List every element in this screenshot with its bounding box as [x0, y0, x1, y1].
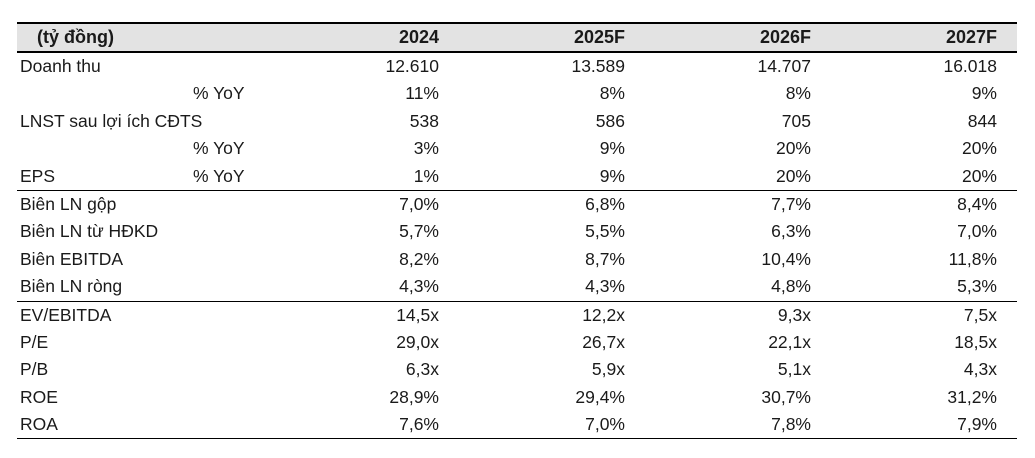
value-2027f: 8,4% [957, 193, 997, 214]
row-label: EPS [20, 165, 56, 186]
table-row: EPS % YoY 1% 9% 20% 20% [17, 163, 1017, 191]
value-2026f: 7,8% [771, 414, 811, 435]
value-2024: 1% [413, 165, 439, 186]
table-row: ROE 28,9% 29,4% 30,7% 31,2% [17, 384, 1017, 411]
value-2027f: 18,5x [954, 331, 997, 352]
financial-forecast-table: (tỷ đồng) 2024 2025F 2026F 2027F Doanh t… [17, 22, 1017, 440]
value-2025f: 5,5% [585, 221, 625, 242]
year-2025f-header: 2025F [573, 27, 625, 47]
value-2027f: 16.018 [943, 56, 997, 76]
value-2026f: 7,7% [771, 193, 811, 214]
row-label: P/B [20, 359, 49, 380]
row-label: Biên LN từ HĐKD [20, 221, 159, 242]
value-2024: 11% [405, 83, 439, 104]
value-2024: 12.610 [385, 56, 439, 76]
table-row: Biên LN từ HĐKD 5,7% 5,5% 6,3% 7,0% [17, 218, 1017, 245]
row-sublabel: % YoY [193, 83, 245, 104]
row-sublabel: % YoY [193, 165, 245, 186]
table-row: Biên LN gộp 7,0% 6,8% 7,7% 8,4% [17, 191, 1017, 218]
row-label: Biên EBITDA [20, 248, 124, 269]
value-2026f: 9,3x [777, 304, 811, 325]
value-2025f: 8,7% [585, 248, 625, 269]
value-2024: 29,0x [396, 331, 439, 352]
unit-label: (tỷ đồng) [37, 27, 114, 47]
value-2026f: 20% [775, 138, 811, 159]
value-2027f: 844 [967, 110, 997, 131]
value-2026f: 4,8% [771, 276, 811, 297]
value-2026f: 6,3% [771, 221, 811, 242]
value-2025f: 29,4% [575, 386, 625, 407]
value-2026f: 10,4% [761, 248, 811, 269]
value-2025f: 586 [595, 110, 625, 131]
value-2024: 5,7% [399, 221, 439, 242]
year-2024-header: 2024 [398, 27, 439, 47]
year-2026f-header: 2026F [759, 27, 811, 47]
table-row: ROA 7,6% 7,0% 7,8% 7,9% [17, 411, 1017, 440]
value-2025f: 6,8% [585, 193, 625, 214]
value-2025f: 5,9x [591, 359, 625, 380]
table-row: LNST sau lợi ích CĐTS 538 586 705 844 [17, 108, 1017, 135]
value-2027f: 11,8% [948, 248, 997, 269]
value-2027f: 4,3x [963, 359, 997, 380]
table-row: Biên LN ròng 4,3% 4,3% 4,8% 5,3% [17, 273, 1017, 302]
value-2027f: 7,0% [957, 221, 997, 242]
value-2027f: 9% [971, 83, 997, 104]
value-2026f: 5,1x [777, 359, 811, 380]
row-sublabel: % YoY [193, 138, 245, 159]
value-2024: 8,2% [399, 248, 439, 269]
table-row: % YoY 3% 9% 20% 20% [17, 135, 1017, 162]
value-2027f: 20% [961, 165, 997, 186]
row-label: ROE [20, 386, 58, 407]
value-2027f: 5,3% [957, 276, 997, 297]
value-2025f: 4,3% [585, 276, 625, 297]
value-2024: 6,3x [405, 359, 439, 380]
year-2027f-header: 2027F [945, 27, 997, 47]
value-2026f: 22,1x [768, 331, 811, 352]
table-row: P/E 29,0x 26,7x 22,1x 18,5x [17, 329, 1017, 356]
value-2025f: 13.589 [571, 56, 625, 76]
row-label: Doanh thu [20, 56, 101, 76]
row-label: P/E [20, 331, 49, 352]
row-label: Biên LN ròng [20, 276, 123, 297]
value-2025f: 9% [599, 165, 625, 186]
value-2026f: 8% [785, 83, 811, 104]
value-2024: 3% [413, 138, 439, 159]
value-2024: 538 [409, 110, 439, 131]
table-header: (tỷ đồng) 2024 2025F 2026F 2027F [17, 22, 1017, 53]
value-2025f: 12,2x [582, 304, 625, 325]
value-2024: 7,6% [399, 414, 439, 435]
value-2024: 28,9% [389, 386, 439, 407]
value-2024: 7,0% [399, 193, 439, 214]
value-2026f: 30,7% [761, 386, 811, 407]
value-2024: 14,5x [396, 304, 439, 325]
table-row: P/B 6,3x 5,9x 5,1x 4,3x [17, 356, 1017, 383]
table-row: Doanh thu 12.610 13.589 14.707 16.018 [17, 53, 1017, 80]
row-label: Biên LN gộp [20, 193, 117, 214]
value-2026f: 20% [775, 165, 811, 186]
row-label: EV/EBITDA [20, 304, 112, 325]
row-label: LNST sau lợi ích CĐTS [20, 110, 203, 131]
table-row: Biên EBITDA 8,2% 8,7% 10,4% 11,8% [17, 246, 1017, 273]
value-2024: 4,3% [399, 276, 439, 297]
value-2025f: 9% [599, 138, 625, 159]
value-2025f: 8% [599, 83, 625, 104]
value-2025f: 7,0% [585, 414, 625, 435]
value-2027f: 7,9% [957, 414, 997, 435]
value-2026f: 14.707 [757, 56, 811, 76]
value-2026f: 705 [781, 110, 811, 131]
table-row: EV/EBITDA 14,5x 12,2x 9,3x 7,5x [17, 302, 1017, 329]
value-2027f: 31,2% [947, 386, 997, 407]
table-row: % YoY 11% 8% 8% 9% [17, 80, 1017, 107]
value-2027f: 20% [961, 138, 997, 159]
value-2027f: 7,5x [963, 304, 997, 325]
value-2025f: 26,7x [582, 331, 625, 352]
row-label: ROA [20, 414, 58, 435]
